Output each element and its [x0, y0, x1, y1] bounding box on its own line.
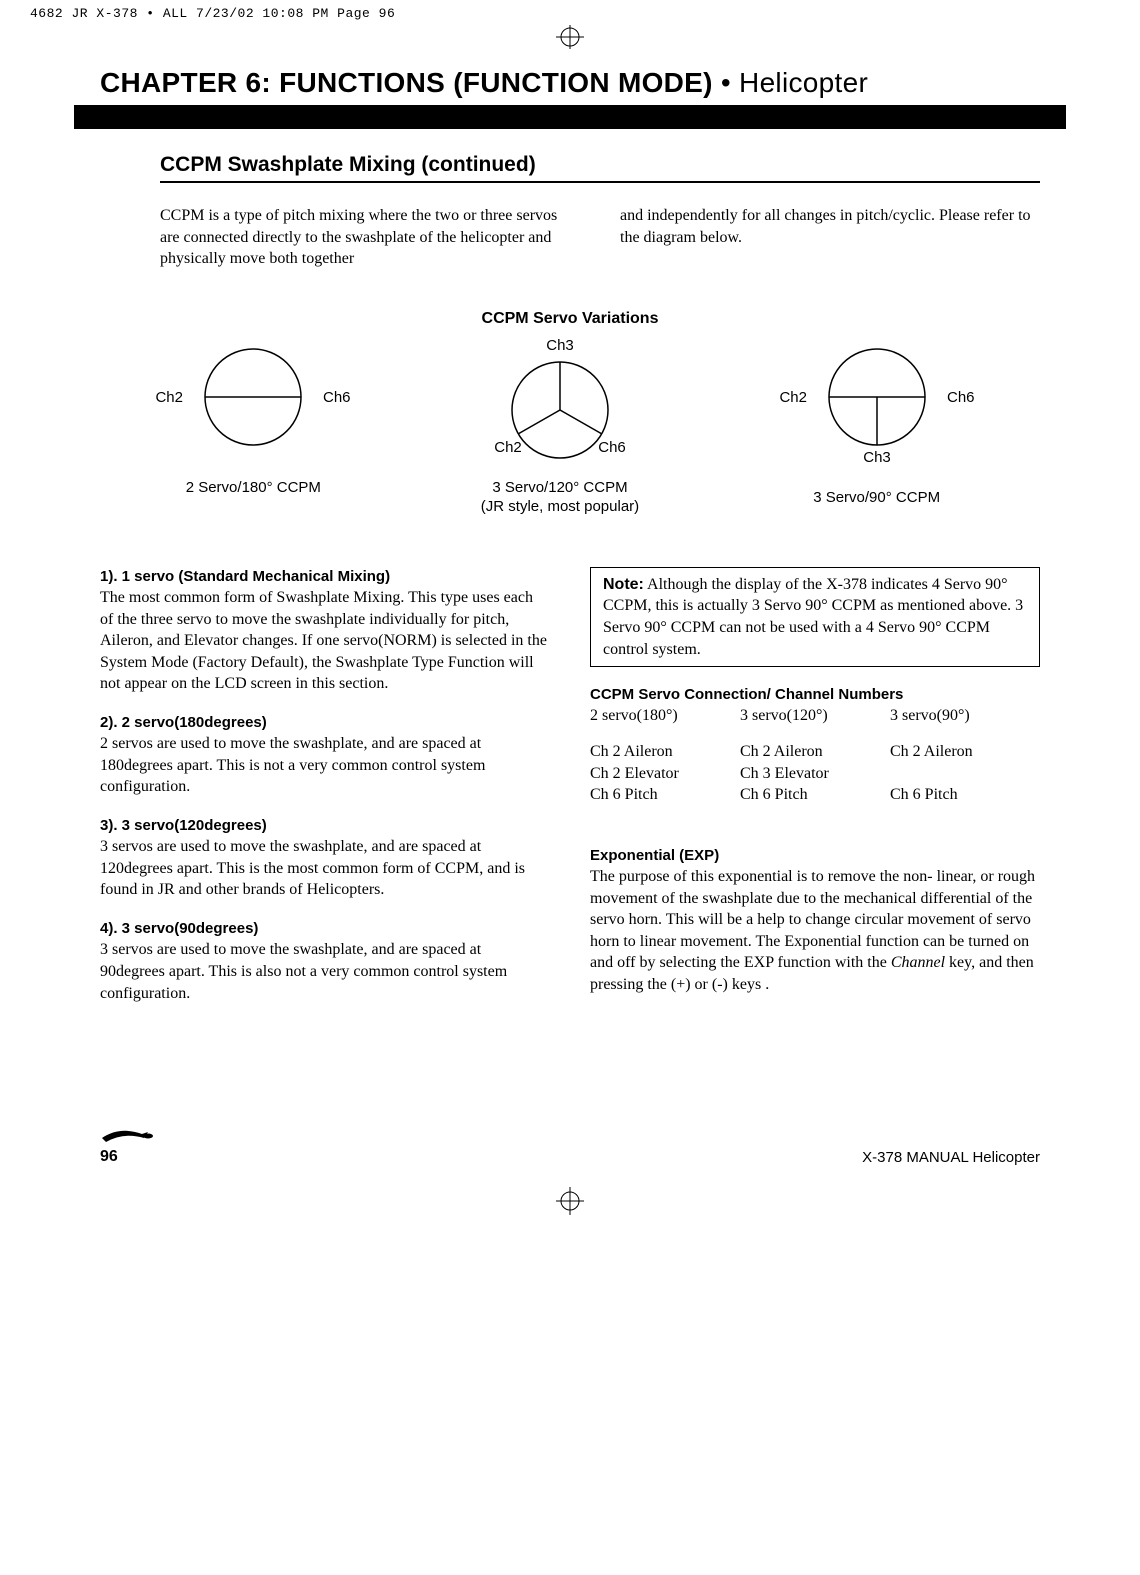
body-left-column: 1). 1 servo (Standard Mechanical Mixing)…	[100, 567, 550, 1004]
ct-r3c1: Ch 6 Pitch	[590, 784, 740, 806]
ct-r3c3: Ch 6 Pitch	[890, 784, 1040, 806]
chapter-light: • Helicopter	[713, 67, 868, 98]
connection-title: CCPM Servo Connection/ Channel Numbers	[590, 685, 1040, 705]
h-3servo120: 3). 3 servo(120degrees)	[100, 816, 550, 836]
p-2servo: 2 servos are used to move the swashplate…	[100, 733, 550, 798]
p-3servo120: 3 servos are used to move the swashplate…	[100, 836, 550, 901]
ct-r2c1: Ch 2 Elevator	[590, 763, 740, 785]
d1-ch2: Ch2	[156, 389, 184, 406]
page-number: 96	[100, 1148, 160, 1166]
d3-ch3: Ch3	[863, 449, 891, 466]
registration-mark-top	[0, 25, 1140, 49]
ct-r3c2: Ch 6 Pitch	[740, 784, 890, 806]
chapter-title: CHAPTER 6: FUNCTIONS (FUNCTION MODE) • H…	[100, 67, 1040, 99]
d1-caption: 2 Servo/180° CCPM	[143, 478, 363, 498]
d2-caption-b: (JR style, most popular)	[450, 497, 670, 517]
ct-r2c2: Ch 3 Elevator	[740, 763, 890, 785]
d2-ch6: Ch6	[598, 439, 626, 456]
p-3servo90: 3 servos are used to move the swashplate…	[100, 939, 550, 1004]
section-title: CCPM Swashplate Mixing (continued)	[160, 153, 1040, 177]
note-text: Although the display of the X-378 indica…	[603, 576, 1023, 658]
footer-swoosh-icon	[100, 1124, 160, 1148]
h-1servo: 1). 1 servo (Standard Mechanical Mixing)	[100, 567, 550, 587]
note-label: Note:	[603, 576, 644, 593]
section-underline	[160, 181, 1040, 183]
ct-r2c3	[890, 763, 1040, 785]
ct-h2: 3 servo(120°)	[740, 705, 890, 727]
variations-title: CCPM Servo Variations	[100, 310, 1040, 328]
diagram-90: Ch2 Ch6 Ch3 3 Servo/90° CCPM	[757, 332, 997, 517]
d3-ch6: Ch6	[947, 389, 975, 406]
chapter-bar	[100, 105, 1040, 129]
ct-r1c1: Ch 2 Aileron	[590, 741, 740, 763]
h-3servo90: 4). 3 servo(90degrees)	[100, 919, 550, 939]
d2-ch3: Ch3	[546, 337, 574, 354]
intro-right: and independently for all changes in pit…	[620, 205, 1040, 270]
connection-table: 2 servo(180°) 3 servo(120°) 3 servo(90°)…	[590, 705, 1040, 805]
chapter-bold: CHAPTER 6: FUNCTIONS (FUNCTION MODE)	[100, 67, 713, 98]
d2-caption-a: 3 Servo/120° CCPM	[450, 478, 670, 498]
note-box: Note: Although the display of the X-378 …	[590, 567, 1040, 667]
diagram-180: Ch2 Ch6 2 Servo/180° CCPM	[143, 332, 363, 517]
intro-left: CCPM is a type of pitch mixing where the…	[160, 205, 580, 270]
print-job-header: 4682 JR X-378 • ALL 7/23/02 10:08 PM Pag…	[0, 0, 1140, 25]
d1-ch6: Ch6	[323, 389, 351, 406]
manual-name: X-378 MANUAL Helicopter	[862, 1149, 1040, 1166]
ct-h3: 3 servo(90°)	[890, 705, 1040, 727]
ct-r1c3: Ch 2 Aileron	[890, 741, 1040, 763]
exp-body: The purpose of this exponential is to re…	[590, 866, 1040, 996]
ct-r1c2: Ch 2 Aileron	[740, 741, 890, 763]
exp-italic: Channel	[891, 954, 945, 971]
ct-h1: 2 servo(180°)	[590, 705, 740, 727]
diagram-120: Ch3 Ch2 Ch6 3 Servo/120° CCPM (JR style,…	[450, 332, 670, 517]
d2-ch2: Ch2	[494, 439, 522, 456]
h-2servo: 2). 2 servo(180degrees)	[100, 713, 550, 733]
d3-ch2: Ch2	[779, 389, 807, 406]
body-right-column: Note: Although the display of the X-378 …	[590, 567, 1040, 1004]
p-1servo: The most common form of Swashplate Mixin…	[100, 587, 550, 695]
d3-caption: 3 Servo/90° CCPM	[757, 488, 997, 508]
registration-mark-bottom	[0, 1176, 1140, 1216]
exp-title: Exponential (EXP)	[590, 846, 1040, 866]
